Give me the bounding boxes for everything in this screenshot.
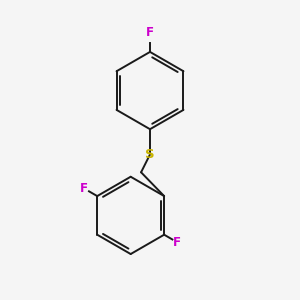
Text: F: F xyxy=(80,182,88,195)
Text: F: F xyxy=(173,236,181,249)
Text: F: F xyxy=(146,26,154,39)
Text: S: S xyxy=(145,148,155,161)
